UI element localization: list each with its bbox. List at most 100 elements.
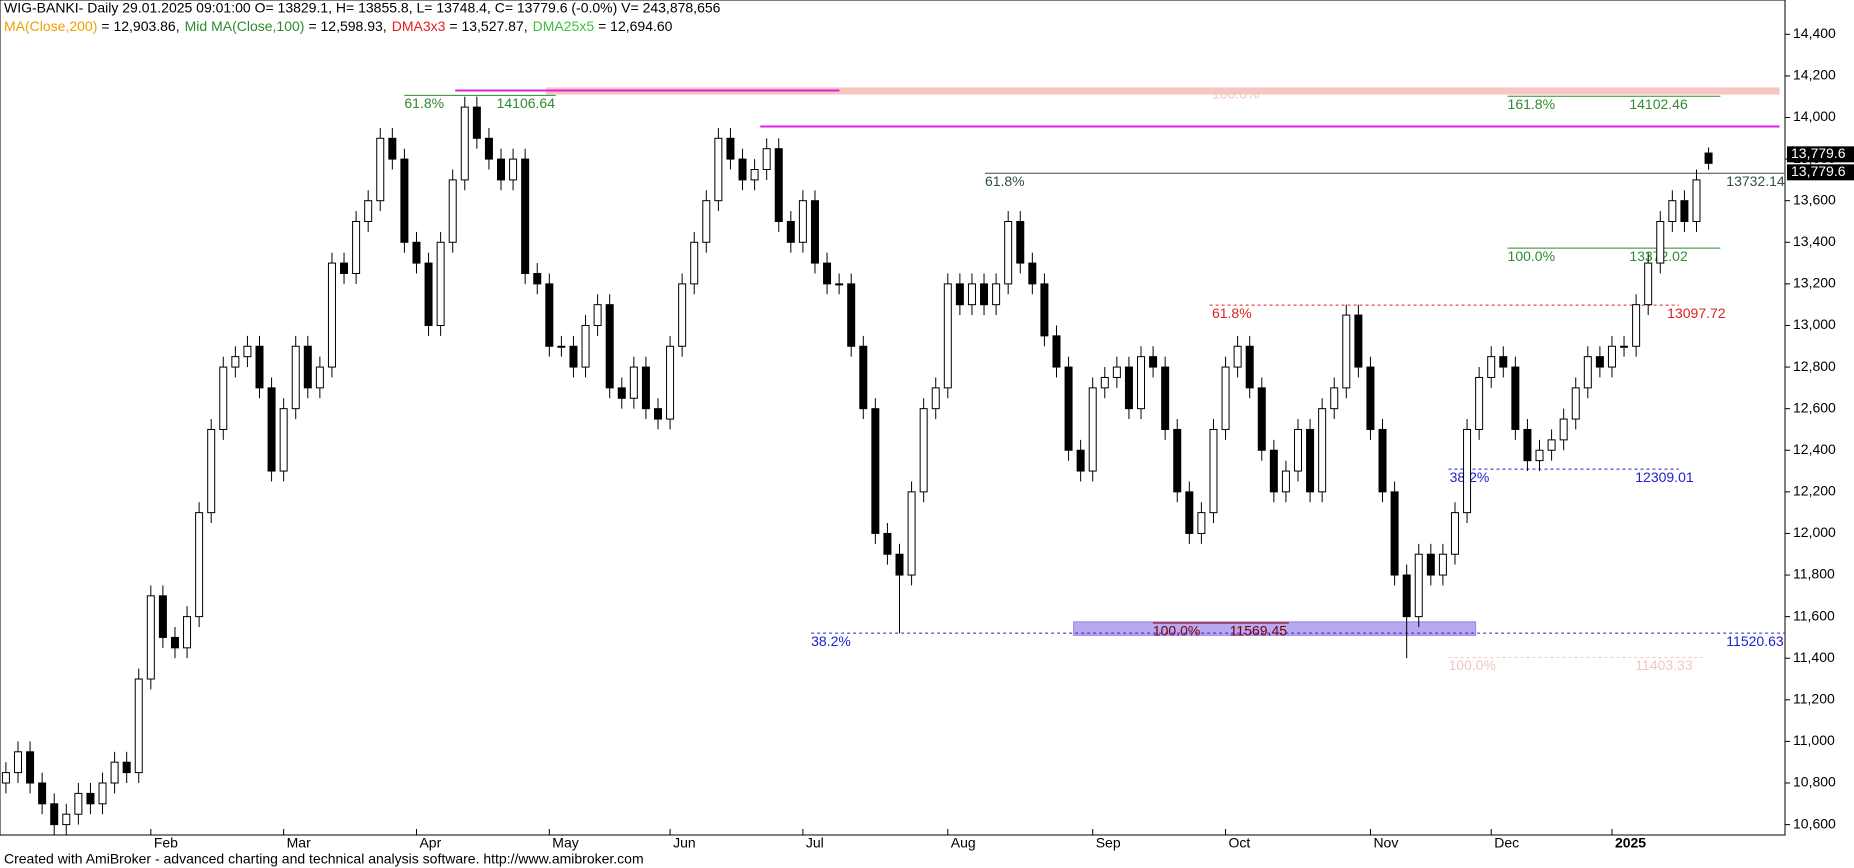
candle-body (1390, 491, 1399, 576)
candle-body (1620, 345, 1629, 348)
candle-body (943, 283, 952, 389)
candle-body (50, 803, 59, 826)
candle-body (146, 595, 155, 680)
price-tag: 13,779.6 (1791, 145, 1846, 161)
candle-body (1463, 428, 1472, 514)
fib-value: 11403.33 (1635, 657, 1693, 673)
candle-body (919, 408, 928, 493)
candle-body (1511, 366, 1520, 430)
candle-body (448, 179, 457, 243)
x-tick-label: Nov (1373, 835, 1398, 851)
candle-body (653, 408, 662, 420)
candle-body (255, 345, 264, 389)
fib-value: 14106.64 (497, 95, 556, 111)
fib-value: 14102.46 (1629, 96, 1688, 112)
y-tick-label: 13,600 (1793, 191, 1836, 207)
candle-body (1595, 356, 1604, 368)
candle-body (1438, 553, 1447, 576)
candle-body (1499, 356, 1508, 368)
candle-body (1426, 553, 1435, 576)
candle-body (1692, 179, 1701, 222)
fib-value: 13097.72 (1667, 305, 1726, 321)
candle-body (738, 158, 747, 181)
x-tick-label: Apr (419, 835, 441, 851)
y-tick-label: 13,200 (1793, 275, 1836, 291)
candle-body (1269, 449, 1278, 493)
candle-body (1293, 428, 1302, 472)
fib-value: 11569.45 (1230, 623, 1288, 639)
fib-value: 11520.63 (1726, 633, 1784, 649)
fib-label: 100.0% (1448, 657, 1495, 673)
candle-body (702, 200, 711, 243)
candle-body (1028, 262, 1037, 285)
candle-body (13, 751, 22, 774)
x-tick-label: Sep (1096, 835, 1121, 851)
fib-value: 12309.01 (1635, 469, 1694, 485)
candle-body (1281, 470, 1290, 493)
candle-body (1233, 345, 1242, 368)
candle-body (690, 241, 699, 285)
candle-body (303, 345, 312, 389)
y-tick-label: 11,600 (1793, 607, 1835, 623)
indicator-value: = 12,598.93, (308, 18, 386, 34)
candle-body (1680, 200, 1689, 222)
candle-body (847, 283, 856, 347)
candle-body (1366, 366, 1375, 430)
candle-body (1076, 449, 1085, 472)
fib-label: 61.8% (985, 173, 1025, 189)
candle-body (484, 137, 493, 160)
candle-body (1644, 262, 1653, 306)
candle-body (364, 200, 373, 222)
y-tick-label: 10,600 (1793, 815, 1836, 831)
y-tick-label: 14,000 (1793, 108, 1836, 124)
candle-body (376, 137, 385, 202)
x-tick-label: Jun (673, 835, 696, 851)
candle-body (1523, 428, 1532, 462)
candle-body (810, 200, 819, 264)
candle-body (207, 428, 216, 514)
y-tick-label: 13,000 (1793, 316, 1836, 332)
x-tick-label: Mar (287, 835, 311, 851)
candle-body (86, 792, 95, 805)
candle-body (1112, 366, 1121, 378)
candle-body (581, 324, 590, 368)
candle-body (931, 387, 940, 410)
candle-body (1450, 512, 1459, 555)
candle-body (955, 283, 964, 306)
candle-body (1064, 366, 1073, 451)
y-tick-label: 14,200 (1793, 67, 1836, 83)
candle-body (340, 262, 349, 274)
y-tick-label: 14,400 (1793, 25, 1836, 41)
candle-body (1378, 428, 1387, 493)
candle-body (1004, 220, 1013, 285)
candle-body (907, 491, 916, 576)
y-tick-label: 12,800 (1793, 358, 1836, 374)
candle-body (183, 616, 192, 649)
x-tick-label: Aug (951, 835, 976, 851)
candle-body (1668, 200, 1677, 222)
candle-body (1607, 345, 1616, 368)
candle-body (1571, 387, 1580, 420)
candle-body (545, 283, 554, 347)
candle-body (122, 761, 131, 774)
candle-body (1173, 428, 1182, 493)
candle-body (352, 220, 361, 274)
candle-body (1052, 335, 1061, 368)
y-tick-label: 12,400 (1793, 441, 1836, 457)
candle-body (1040, 283, 1049, 337)
indicator-value: = 12,903.86, (101, 18, 179, 34)
candle-body (1704, 152, 1713, 164)
candle-body (1632, 304, 1641, 347)
candle-body (786, 220, 795, 243)
candle-body (1137, 356, 1146, 410)
candle-body (678, 283, 687, 347)
plot-area (0, 0, 1786, 836)
candle-body (617, 387, 626, 399)
candle-body (279, 408, 288, 472)
fib-label: 61.8% (404, 95, 444, 111)
candle-body (388, 137, 397, 160)
candle-body (1, 772, 10, 784)
candle-body (859, 345, 868, 410)
candle-body (521, 158, 530, 274)
